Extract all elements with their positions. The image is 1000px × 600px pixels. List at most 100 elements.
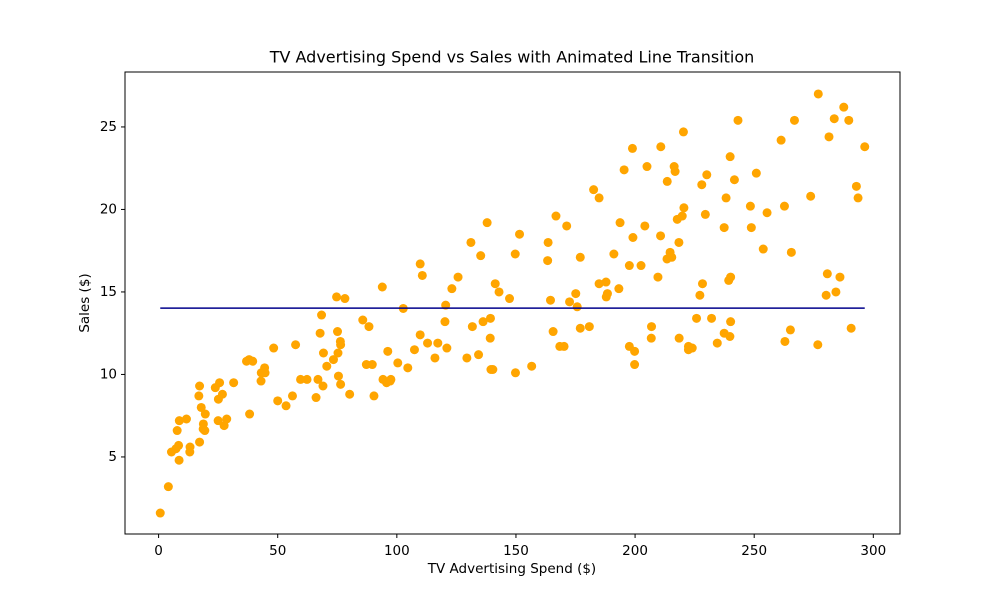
scatter-point — [315, 328, 325, 338]
scatter-point — [594, 279, 604, 289]
scatter-point — [724, 275, 734, 285]
scatter-point — [281, 401, 291, 411]
scatter-point — [466, 237, 476, 247]
scatter-point — [813, 340, 823, 350]
scatter-point — [543, 256, 553, 266]
scatter-point — [174, 440, 184, 450]
scatter-point — [163, 482, 173, 492]
scatter-point — [751, 168, 761, 178]
scatter-point — [674, 333, 684, 343]
scatter-point — [442, 343, 452, 353]
scatter-point — [217, 389, 227, 399]
scatter-point — [829, 114, 839, 124]
y-tick-label: 10 — [100, 366, 117, 382]
scatter-point — [213, 416, 223, 426]
scatter-point — [831, 287, 841, 297]
scatter-point — [447, 284, 457, 294]
scatter-point — [785, 325, 795, 335]
scatter-point — [647, 322, 657, 332]
scatter-point — [762, 208, 772, 218]
scatter-point — [695, 290, 705, 300]
scatter-point — [614, 284, 624, 294]
scatter-point — [543, 237, 553, 247]
scatter-point — [780, 336, 790, 346]
scatter-point — [630, 360, 640, 370]
scatter-point — [485, 333, 495, 343]
scatter-point — [229, 378, 239, 388]
scatter-point — [403, 363, 413, 373]
scatter-point — [712, 338, 722, 348]
scatter-point — [317, 310, 327, 320]
scatter-point — [745, 201, 755, 211]
scatter-point — [667, 252, 677, 262]
scatter-point — [155, 508, 165, 518]
scatter-point — [844, 115, 854, 125]
scatter-point — [287, 391, 297, 401]
x-tick-label: 200 — [622, 543, 648, 559]
scatter-point — [485, 313, 495, 323]
scatter-point — [296, 374, 306, 384]
scatter-point — [486, 364, 496, 374]
scatter-point — [729, 175, 739, 185]
scatter-point — [584, 322, 594, 332]
scatter-point — [335, 336, 345, 346]
scatter-point — [345, 389, 355, 399]
scatter-point — [467, 322, 477, 332]
scatter-point — [215, 378, 225, 388]
scatter-point — [393, 358, 403, 368]
scatter-point — [602, 289, 612, 299]
scatter-point — [860, 142, 870, 152]
scatter-point — [615, 218, 625, 228]
scatter-point — [719, 223, 729, 233]
scatter-point — [646, 333, 656, 343]
scatter-point — [417, 270, 427, 280]
scatter-point — [601, 277, 611, 287]
scatter-point — [624, 341, 634, 351]
scatter-point — [269, 343, 279, 353]
scatter-point — [369, 391, 379, 401]
scatter-point — [409, 345, 419, 355]
scatter-point — [333, 327, 343, 337]
x-tick-label: 250 — [741, 543, 767, 559]
scatter-point — [678, 127, 688, 137]
scatter-point — [779, 201, 789, 211]
scatter-point — [551, 211, 561, 221]
scatter-point — [821, 290, 831, 300]
scatter-point — [166, 447, 176, 457]
scatter-point — [758, 244, 768, 254]
scatter-point — [174, 455, 184, 465]
scatter-point — [361, 360, 371, 370]
scatter-point — [846, 323, 856, 333]
scatter-point — [575, 252, 585, 262]
scatter-point — [746, 223, 756, 233]
scatter-point — [721, 193, 731, 203]
scatter-point — [453, 272, 463, 282]
scatter-point — [415, 259, 425, 269]
scatter-point — [628, 232, 638, 242]
scatter-point — [559, 341, 569, 351]
x-axis-label: TV Advertising Spend ($) — [427, 561, 596, 577]
scatter-point — [302, 374, 312, 384]
scatter-point — [256, 376, 266, 386]
scatter-point — [725, 152, 735, 162]
scatter-point — [683, 345, 693, 355]
y-tick-label: 20 — [100, 201, 117, 217]
chart-title: TV Advertising Spend vs Sales with Anima… — [269, 48, 755, 67]
scatter-point — [725, 331, 735, 341]
scatter-point — [185, 447, 195, 457]
scatter-point — [318, 381, 328, 391]
scatter-point — [378, 374, 388, 384]
scatter-point — [322, 361, 332, 371]
scatter-point — [627, 143, 637, 153]
scatter-point — [476, 251, 486, 261]
scatter-point — [656, 231, 666, 241]
scatter-point — [824, 132, 834, 142]
scatter-point — [440, 317, 450, 327]
x-tick-label: 0 — [154, 543, 163, 559]
scatter-point — [415, 330, 425, 340]
scatter-point — [490, 279, 500, 289]
scatter-point — [196, 402, 206, 412]
scatter-point — [423, 338, 433, 348]
x-tick-label: 50 — [269, 543, 286, 559]
